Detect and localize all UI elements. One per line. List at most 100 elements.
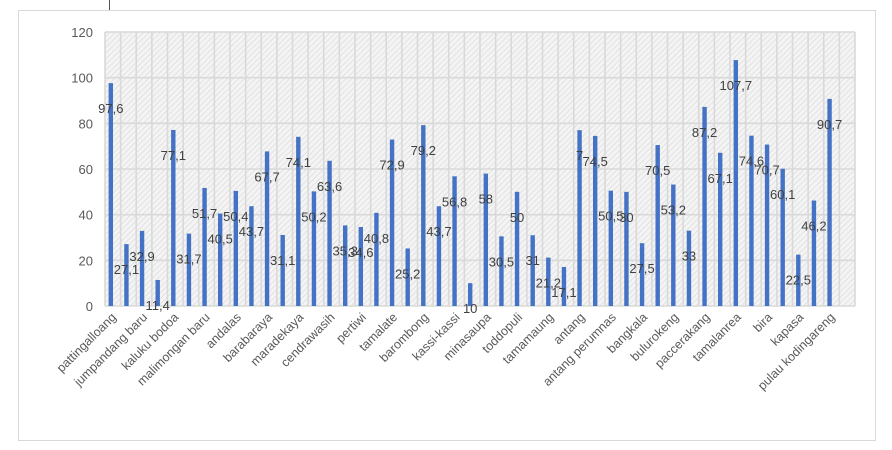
bar — [311, 191, 317, 306]
data-label: 56,8 — [442, 194, 467, 209]
data-label: 50,5 — [598, 209, 623, 224]
bar — [233, 190, 239, 306]
data-label: 74,1 — [286, 155, 311, 170]
data-label: 67,7 — [254, 169, 279, 184]
data-label: 72,9 — [379, 158, 404, 173]
bar — [561, 266, 567, 306]
bar — [577, 130, 582, 306]
data-label: 40,5 — [208, 232, 233, 247]
data-label: 60,1 — [770, 187, 795, 202]
data-label: 43,7 — [239, 224, 264, 239]
bar — [358, 226, 364, 306]
data-label: 21,2 — [536, 276, 561, 291]
bar — [483, 173, 489, 306]
data-label: 34,6 — [348, 245, 373, 260]
bar — [217, 213, 223, 306]
data-label: 40,8 — [364, 231, 389, 246]
data-label: 107,7 — [720, 78, 753, 93]
text-cursor-line — [109, 0, 110, 10]
data-label: 32,9 — [129, 249, 154, 264]
bar — [436, 206, 442, 306]
data-label: 31,7 — [176, 252, 201, 267]
data-label: 58 — [479, 192, 493, 207]
data-label: 50,4 — [223, 209, 248, 224]
bar — [342, 225, 348, 306]
bar — [686, 230, 692, 306]
data-label: 22,5 — [786, 273, 811, 288]
bar — [171, 129, 176, 306]
y-tick-label: 120 — [71, 25, 93, 40]
data-label: 43,7 — [426, 224, 451, 239]
bar — [811, 200, 817, 306]
data-label: 11,4 — [146, 298, 170, 313]
bar — [155, 279, 160, 306]
y-tick-label: 80 — [79, 116, 93, 131]
data-label: 27,5 — [629, 261, 654, 276]
bar — [592, 135, 598, 306]
bar — [499, 236, 504, 306]
x-tick-label: bira — [751, 310, 776, 335]
bar — [249, 206, 254, 306]
bar — [655, 145, 660, 306]
bar — [421, 125, 426, 306]
data-label: 79,2 — [411, 143, 436, 158]
bar — [202, 187, 207, 306]
data-label: 87,2 — [692, 125, 717, 140]
data-label: 77,1 — [161, 148, 186, 163]
y-tick-label: 40 — [79, 208, 93, 223]
data-label: 51,7 — [192, 206, 217, 221]
data-label: 31,1 — [270, 253, 295, 268]
gridlines — [104, 31, 856, 307]
data-label: 46,2 — [801, 219, 826, 234]
bar — [827, 98, 832, 306]
bar — [530, 235, 535, 306]
data-label: 50 — [510, 210, 524, 225]
data-label: 50,2 — [301, 209, 326, 224]
bar — [139, 230, 145, 306]
bar — [796, 254, 801, 306]
bar — [608, 190, 614, 306]
bar — [749, 135, 754, 306]
data-label: 30 — [619, 210, 633, 225]
data-label: 67,1 — [708, 171, 733, 186]
data-label: 31 — [525, 253, 539, 268]
bar — [264, 151, 270, 306]
bar — [452, 176, 457, 306]
data-label: 7 — [576, 148, 583, 163]
data-label: 30,5 — [489, 254, 514, 269]
bar — [780, 168, 785, 306]
bar — [280, 234, 285, 306]
bar — [296, 136, 301, 306]
bar — [124, 244, 129, 306]
data-label: 17,1 — [551, 285, 576, 300]
data-label: 70,7 — [754, 163, 779, 178]
bar — [717, 152, 723, 306]
y-tick-label: 100 — [71, 71, 93, 86]
data-label: 33 — [682, 249, 696, 264]
bar — [374, 212, 379, 306]
data-labels: 97,627,132,911,477,131,751,740,550,443,7… — [98, 78, 842, 316]
bar — [327, 160, 332, 306]
data-label: 97,6 — [98, 101, 123, 116]
y-tick-label: 20 — [79, 253, 93, 268]
bars — [108, 60, 832, 307]
bar — [108, 83, 114, 306]
bar — [639, 243, 645, 306]
bar — [405, 248, 410, 306]
bar — [514, 191, 520, 306]
bar — [467, 283, 473, 306]
data-label: 10 — [463, 301, 477, 316]
y-tick-label: 0 — [86, 299, 93, 314]
data-label: 70,5 — [645, 163, 670, 178]
bar — [624, 191, 629, 306]
bar — [186, 233, 192, 306]
bar — [764, 144, 770, 306]
data-label: 25,2 — [395, 266, 420, 281]
bar — [702, 106, 707, 306]
data-label: 27,1 — [114, 262, 139, 277]
bar — [733, 60, 739, 307]
bar — [389, 139, 395, 306]
bar — [546, 257, 551, 306]
